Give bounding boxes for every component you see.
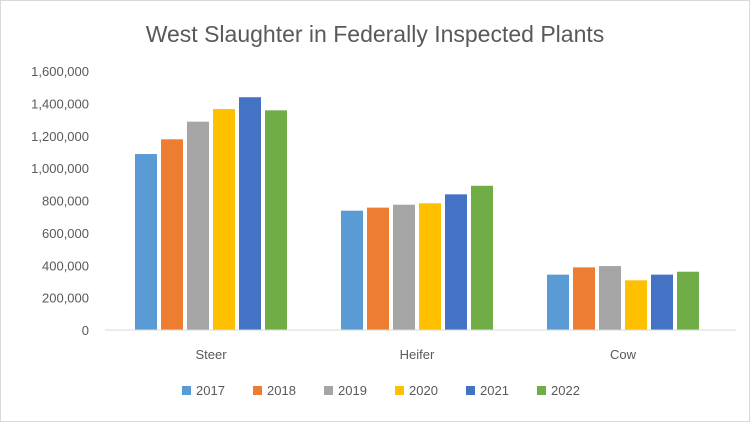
legend-swatch-2022: [537, 386, 546, 395]
bar-heifer-2021: [445, 194, 467, 330]
bar-cow-2021: [651, 274, 673, 330]
y-tick-label: 400,000: [42, 258, 89, 273]
x-tick-label: Heifer: [400, 347, 435, 362]
bar-cow-2020: [625, 280, 647, 330]
legend-label: 2017: [196, 383, 225, 398]
legend-label: 2021: [480, 383, 509, 398]
legend-swatch-2020: [395, 386, 404, 395]
legend-swatch-2017: [182, 386, 191, 395]
legend: 2017 2018 2019 2020 2021 2022: [182, 383, 580, 398]
legend-swatch-2019: [324, 386, 333, 395]
bars: [135, 97, 699, 331]
legend-label: 2019: [338, 383, 367, 398]
bar-steer-2019: [187, 121, 209, 331]
x-tick-label: Cow: [610, 347, 637, 362]
legend-label: 2022: [551, 383, 580, 398]
x-axis: Steer Heifer Cow: [195, 347, 636, 362]
y-tick-label: 600,000: [42, 226, 89, 241]
y-axis: 0 200,000 400,000 600,000 800,000 1,000,000 1,…: [31, 64, 89, 338]
bar-cow-2017: [547, 274, 569, 330]
y-tick-label: 1,200,000: [31, 129, 89, 144]
y-tick-label: 0: [82, 323, 89, 338]
x-tick-label: Steer: [195, 347, 227, 362]
bar-steer-2021: [239, 97, 261, 330]
y-tick-label: 1,000,000: [31, 161, 89, 176]
bar-steer-2022: [265, 110, 287, 330]
bar-heifer-2018: [367, 207, 389, 330]
legend-swatch-2021: [466, 386, 475, 395]
legend-swatch-2018: [253, 386, 262, 395]
y-tick-label: 800,000: [42, 194, 89, 209]
bar-steer-2017: [135, 154, 157, 330]
bar-cow-2022: [677, 271, 699, 330]
bar-steer-2020: [213, 109, 235, 331]
legend-label: 2020: [409, 383, 438, 398]
y-tick-label: 1,600,000: [31, 64, 89, 79]
bar-cow-2019: [599, 266, 621, 330]
y-tick-label: 200,000: [42, 291, 89, 306]
bar-heifer-2017: [341, 210, 363, 330]
bar-steer-2018: [161, 139, 183, 330]
bar-heifer-2020: [419, 203, 441, 330]
bar-heifer-2022: [471, 185, 493, 330]
bar-cow-2018: [573, 267, 595, 330]
chart-title: West Slaughter in Federally Inspected Pl…: [146, 21, 605, 47]
bar-heifer-2019: [393, 204, 415, 330]
legend-label: 2018: [267, 383, 296, 398]
y-tick-label: 1,400,000: [31, 96, 89, 111]
